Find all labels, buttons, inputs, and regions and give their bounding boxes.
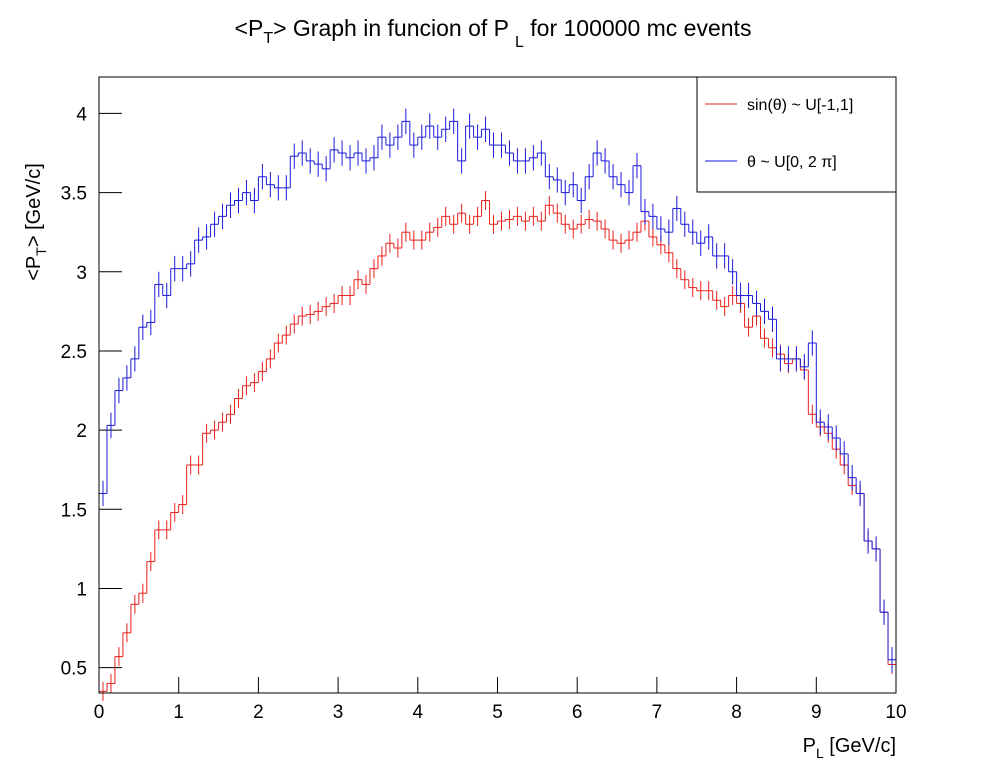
legend-label: θ ~ U[0, 2 π] [747,154,837,171]
plot-frame [98,76,897,694]
y-tick-label: 3.5 [61,184,87,205]
label-part: T [33,247,49,256]
x-axis-label: PL [GeV/c] [803,735,896,761]
label-part: > [GeV/c] [23,163,45,247]
y-tick-label: 1.5 [61,500,87,521]
label-part: <P [23,256,45,281]
y-tick-label: 2 [76,421,87,442]
title-part: L [515,34,524,51]
chart-title: <PT> Graph in funcion of P L for 100000 … [235,15,752,51]
y-tick-label: 2.5 [61,342,87,363]
y-tick-label: 4 [76,104,87,125]
title-part: <P [235,15,264,41]
x-tick-label: 4 [413,702,424,723]
legend-box [696,76,897,193]
title-part: T [263,30,273,47]
legend-label: sin(θ) ~ U[-1,1] [747,97,853,114]
title-part: > Graph in funcion of P [273,15,515,41]
plot-area: 0 1 2 3 4 5 6 7 8 9 10 0.5 1 1.5 2 2.5 3 3.5 4 [61,104,907,723]
x-tick-label: 5 [492,702,503,723]
label-part: [GeV/c] [824,735,896,757]
x-tick-label: 2 [253,702,264,723]
x-tick-label: 1 [173,702,184,723]
label-part: L [816,745,824,761]
y-tick-label: 0.5 [61,659,87,680]
x-tick-label: 10 [885,702,906,723]
y-tick-label: 1 [76,579,87,600]
x-tick-label: 9 [811,702,822,723]
y-tick-label: 3 [76,263,87,284]
x-tick-label: 3 [333,702,344,723]
y-axis-label: <PT> [GeV/c] [23,163,49,281]
x-tick-label: 6 [572,702,583,723]
x-tick-label: 8 [731,702,742,723]
title-part: for 100000 mc events [524,15,752,41]
x-tick-label: 7 [652,702,663,723]
label-part: P [803,735,816,757]
x-tick-label: 0 [94,702,105,723]
